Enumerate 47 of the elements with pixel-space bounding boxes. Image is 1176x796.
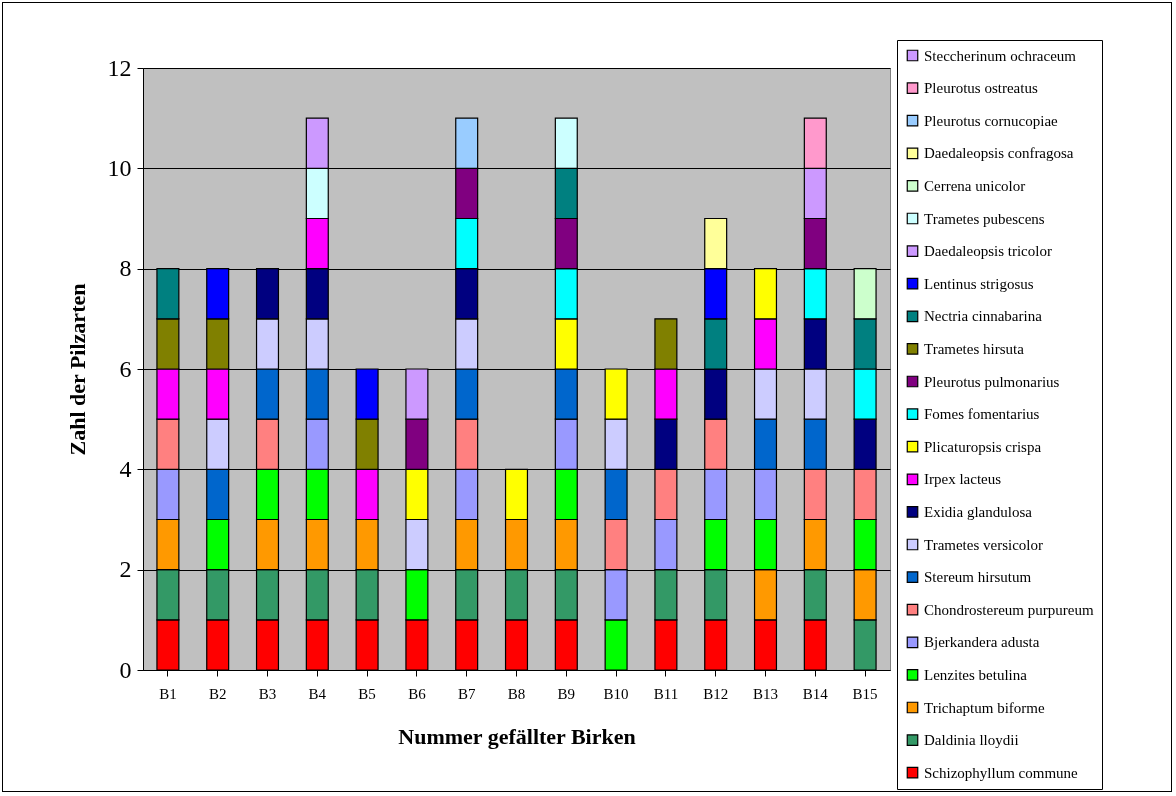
legend-label: Trametes hirsuta xyxy=(924,340,1025,357)
y-tick-label: 10 xyxy=(107,154,132,181)
legend-label: Stereum hirsutum xyxy=(924,569,1032,586)
legend-label: Daedaleopsis confragosa xyxy=(924,145,1074,162)
x-tick-label: B7 xyxy=(457,685,476,702)
x-tick-label: B9 xyxy=(557,685,576,702)
legend-label: Exidia glandulosa xyxy=(924,503,1033,520)
legend-label: Trametes versicolor xyxy=(924,536,1044,553)
legend-label: Pleurotus cornucopiae xyxy=(924,112,1059,129)
legend-label: Nectria cinnabarina xyxy=(924,308,1043,325)
legend-label: Daedaleopsis tricolor xyxy=(924,243,1052,260)
legend-label: Irpex lacteus xyxy=(924,471,1002,488)
x-tick-label: B12 xyxy=(703,685,729,702)
x-tick-label: B4 xyxy=(308,685,327,702)
x-tick-label: B13 xyxy=(752,685,779,702)
x-tick-label: B11 xyxy=(653,685,679,702)
legend-label: Schizophyllum commune xyxy=(924,764,1079,781)
legend-label: Bjerkandera adusta xyxy=(924,634,1040,651)
x-tick-label: B2 xyxy=(208,685,227,702)
legend-label: Fomes fomentarius xyxy=(924,406,1040,423)
legend-label: Cerrena unicolor xyxy=(924,177,1026,194)
legend-label: Plicaturopsis crispa xyxy=(924,438,1042,455)
x-tick-label: B8 xyxy=(507,685,526,702)
x-tick-label: B10 xyxy=(603,685,629,702)
legend-label: Lenzites betulina xyxy=(924,666,1028,683)
x-tick-label: B6 xyxy=(408,685,427,702)
x-tick-label: B1 xyxy=(159,685,177,702)
y-tick-label: 2 xyxy=(119,556,132,583)
x-tick-label: B15 xyxy=(852,685,878,702)
y-tick-label: 6 xyxy=(119,355,132,382)
y-tick-label: 4 xyxy=(119,455,132,482)
y-axis-title: Zahl der Pilzarten xyxy=(64,283,90,456)
y-tick-label: 12 xyxy=(107,54,132,81)
y-tick-label: 8 xyxy=(119,255,132,282)
x-tick-label: B5 xyxy=(358,685,376,702)
legend-label: Pleurotus pulmonarius xyxy=(924,373,1060,390)
x-tick-label: B3 xyxy=(258,685,277,702)
legend-label: Trametes pubescens xyxy=(924,210,1045,227)
legend-label: Pleurotus ostreatus xyxy=(924,80,1038,97)
x-tick-label: B14 xyxy=(802,685,829,702)
x-axis-title: Nummer gefällter Birken xyxy=(398,723,636,749)
legend-label: Chondrostereum purpureum xyxy=(924,601,1094,618)
y-tick-label: 0 xyxy=(119,656,132,683)
legend-label: Daldinia lloydii xyxy=(924,732,1019,749)
legend-label: Lentinus strigosus xyxy=(924,275,1034,292)
legend-label: Trichaptum biforme xyxy=(924,699,1046,716)
legend-label: Steccherinum ochraceum xyxy=(924,47,1077,64)
